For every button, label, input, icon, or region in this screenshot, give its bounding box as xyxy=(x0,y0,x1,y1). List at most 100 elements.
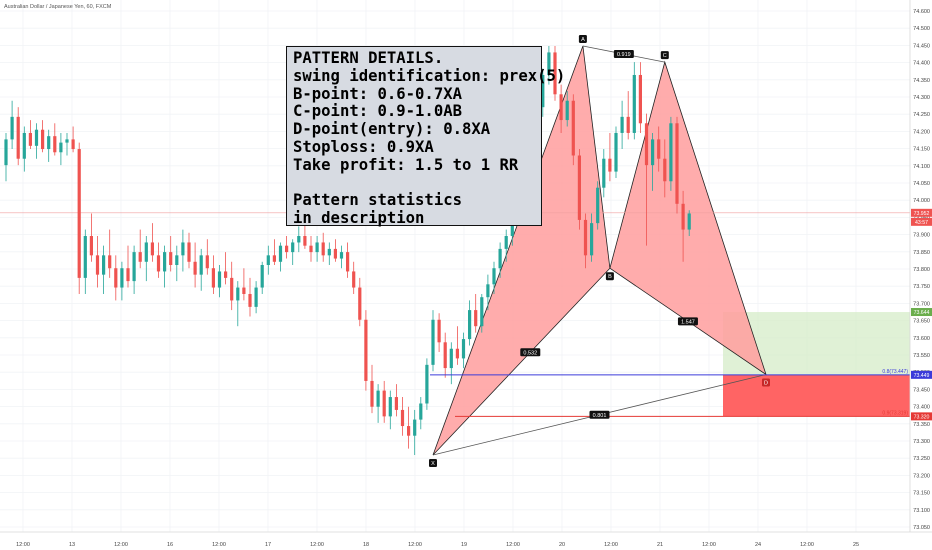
y-tick-label: 73.650 xyxy=(913,319,930,325)
y-tick-label: 73.550 xyxy=(913,353,930,359)
candle-body xyxy=(663,158,667,182)
candle-body xyxy=(28,132,32,146)
candle-body xyxy=(260,265,264,288)
pattern-details-line: Stoploss: 0.9XA xyxy=(293,137,434,156)
point-label-bg xyxy=(578,34,587,43)
entry-price-badge: 73.449 xyxy=(914,373,930,379)
candle-body xyxy=(65,139,69,143)
entry-price-badge-bg xyxy=(911,370,932,379)
pattern-statistics-line: Pattern statistics xyxy=(293,191,462,210)
candle-body xyxy=(266,255,270,265)
candle-body xyxy=(400,409,405,427)
y-tick-label: 74.300 xyxy=(913,95,930,101)
ratio-label-bg xyxy=(613,50,634,59)
candle-body xyxy=(370,380,374,407)
candle-body xyxy=(388,397,392,417)
candle-body xyxy=(77,149,81,278)
candle-body xyxy=(236,287,240,301)
candle-body xyxy=(510,216,514,237)
point-label-bg xyxy=(762,378,770,387)
candle-body xyxy=(108,255,112,269)
pattern-details-line: C-point: 0.9-1.0AB xyxy=(293,102,462,121)
candle-body xyxy=(89,236,93,256)
candle-body xyxy=(425,364,429,404)
candle-body xyxy=(657,139,661,159)
point-label: B xyxy=(608,274,612,280)
candle-body xyxy=(285,245,289,253)
x-tick-label: 16 xyxy=(167,542,173,548)
candle-body xyxy=(4,139,8,166)
current-price-badge: 73.952 xyxy=(914,211,930,217)
x-tick-label: 12:00 xyxy=(800,542,814,548)
candle-body xyxy=(632,74,636,133)
candle-body xyxy=(339,252,344,259)
y-tick-label: 73.600 xyxy=(913,336,930,342)
x-tick-label: 12:00 xyxy=(16,542,30,548)
stoploss-level-label: 0.9(73.319) xyxy=(882,410,908,416)
candle-body xyxy=(480,297,484,327)
target-price-badge-bg xyxy=(911,308,932,317)
candle-body xyxy=(144,242,148,262)
candle-body xyxy=(419,403,423,420)
pattern-details-lines: PATTERN DETAILS. swing identification: pr… xyxy=(293,49,566,175)
candle-body xyxy=(254,287,258,307)
x-tick-label: 21 xyxy=(657,542,663,548)
point-label-bg xyxy=(660,51,669,60)
candle-body xyxy=(327,248,331,256)
candle-body xyxy=(83,236,87,278)
x-tick-label: 18 xyxy=(363,542,369,548)
ratio-labels: 0.532 0.919 1.547 0.801 xyxy=(520,50,698,419)
candle-body xyxy=(675,123,679,204)
candle-body xyxy=(553,52,557,95)
y-tick-label: 74.350 xyxy=(913,78,930,84)
candle-body xyxy=(626,116,630,133)
x-tick-label: 12:00 xyxy=(114,542,128,548)
candle-body xyxy=(138,252,142,262)
y-tick-label: 73.150 xyxy=(913,491,930,497)
y-tick-label: 74.200 xyxy=(913,129,930,135)
candle-body xyxy=(541,74,545,108)
price-axis[interactable]: 74.600 74.500 74.450 74.400 74.350 74.300 74.2… xyxy=(909,0,930,532)
candle-body xyxy=(16,116,20,159)
point-label-bg xyxy=(429,459,437,468)
candle-body xyxy=(504,236,508,249)
target-price-badge: 73.644 xyxy=(914,310,930,316)
x-tick-label: 25 xyxy=(853,542,859,548)
pattern-details-line: Take profit: 1.5 to 1 RR xyxy=(293,155,519,174)
y-tick-label: 73.700 xyxy=(913,301,930,307)
candle-body xyxy=(547,52,551,75)
candle-body xyxy=(291,242,295,253)
y-tick-label: 74.400 xyxy=(913,61,930,67)
ratio-label: 1.547 xyxy=(681,319,695,325)
symbol-title: Australian Dollar / Japanese Yen, 60, FX… xyxy=(4,4,112,10)
ratio-label: 0.801 xyxy=(593,413,607,419)
stoploss-price-badge-bg xyxy=(911,412,932,421)
candle-body xyxy=(583,219,588,256)
candle-body xyxy=(492,268,496,285)
y-tick-label: 74.450 xyxy=(913,43,930,49)
pattern-details-line: swing identification: prex(5) xyxy=(293,66,566,85)
ratio-label: 0.532 xyxy=(523,350,537,356)
x-tick-label: 13 xyxy=(69,542,75,548)
candle-body xyxy=(449,348,453,369)
candle-body xyxy=(163,252,167,272)
y-tick-label: 74.600 xyxy=(913,9,930,15)
pattern-statistics-note: Pattern statistics in description xyxy=(293,192,535,228)
candle-body xyxy=(620,116,624,133)
y-tick-label: 74.000 xyxy=(913,198,930,204)
candle-body xyxy=(321,242,325,256)
candle-body xyxy=(303,236,307,246)
point-label: C xyxy=(663,53,667,59)
x-tick-label: 20 xyxy=(559,542,565,548)
candles xyxy=(4,45,691,456)
bar-countdown-badge-bg xyxy=(911,217,932,226)
y-tick-label: 73.250 xyxy=(913,456,930,462)
candle-body xyxy=(297,236,301,243)
candle-body xyxy=(217,271,222,288)
candle-body xyxy=(407,426,411,436)
candle-body xyxy=(114,268,118,288)
candle-body xyxy=(120,268,124,288)
candle-body xyxy=(346,252,350,272)
time-axis[interactable]: 12:00 13 12:00 16 12:00 17 12:00 18 12:00 19 12:00… xyxy=(0,531,932,548)
candle-body xyxy=(175,255,179,265)
